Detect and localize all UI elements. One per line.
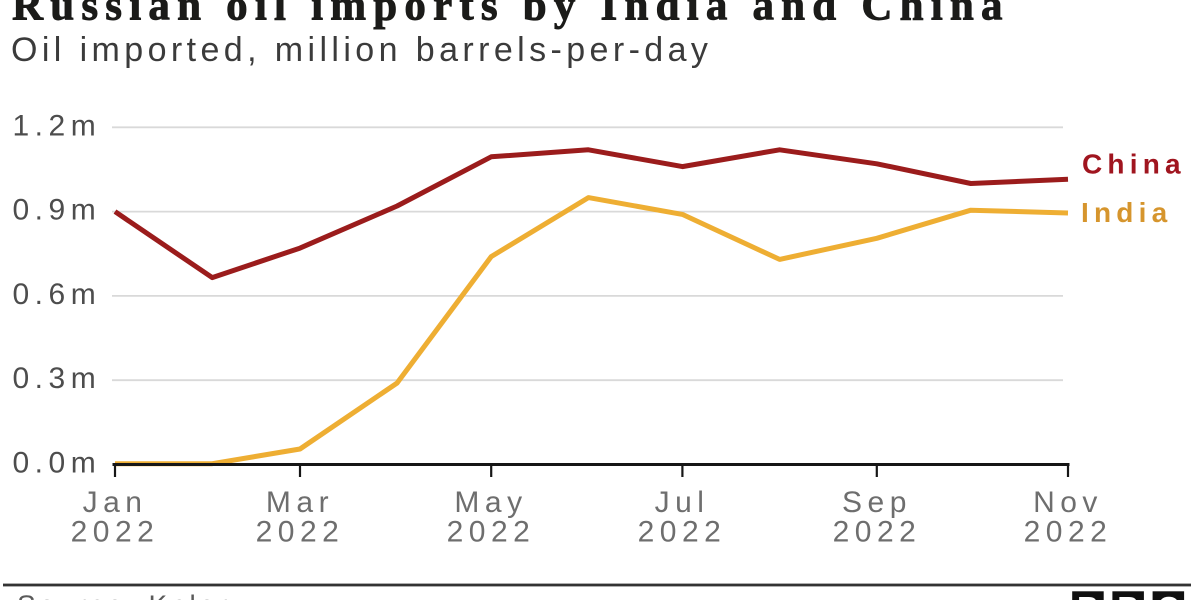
svg-text:2022: 2022 — [71, 516, 160, 549]
svg-text:B: B — [1077, 592, 1099, 600]
svg-text:China: China — [1082, 148, 1186, 179]
svg-text:Nov: Nov — [1033, 486, 1103, 519]
svg-text:Sep: Sep — [842, 486, 912, 519]
svg-text:2022: 2022 — [256, 516, 345, 549]
svg-text:0.9m: 0.9m — [13, 194, 102, 227]
svg-text:B: B — [1117, 592, 1139, 600]
svg-text:Source: Kpler: Source: Kpler — [17, 590, 231, 600]
svg-text:Jul: Jul — [655, 486, 710, 519]
svg-text:Russian oil imports by India a: Russian oil imports by India and China — [12, 0, 1010, 29]
svg-text:India: India — [1081, 197, 1172, 228]
svg-text:Mar: Mar — [266, 486, 334, 519]
svg-text:2022: 2022 — [833, 516, 922, 549]
svg-text:Oil imported, million barrels-: Oil imported, million barrels-per-day — [11, 31, 712, 69]
svg-text:C: C — [1158, 592, 1180, 600]
svg-text:1.2m: 1.2m — [13, 109, 102, 142]
svg-text:May: May — [454, 486, 527, 519]
svg-text:Jan: Jan — [83, 486, 148, 519]
svg-text:0.3m: 0.3m — [13, 362, 102, 395]
svg-text:0.6m: 0.6m — [13, 278, 102, 311]
svg-text:2022: 2022 — [447, 516, 536, 549]
svg-text:2022: 2022 — [638, 516, 727, 549]
svg-text:0.0m: 0.0m — [13, 447, 102, 480]
svg-text:2022: 2022 — [1024, 516, 1113, 549]
